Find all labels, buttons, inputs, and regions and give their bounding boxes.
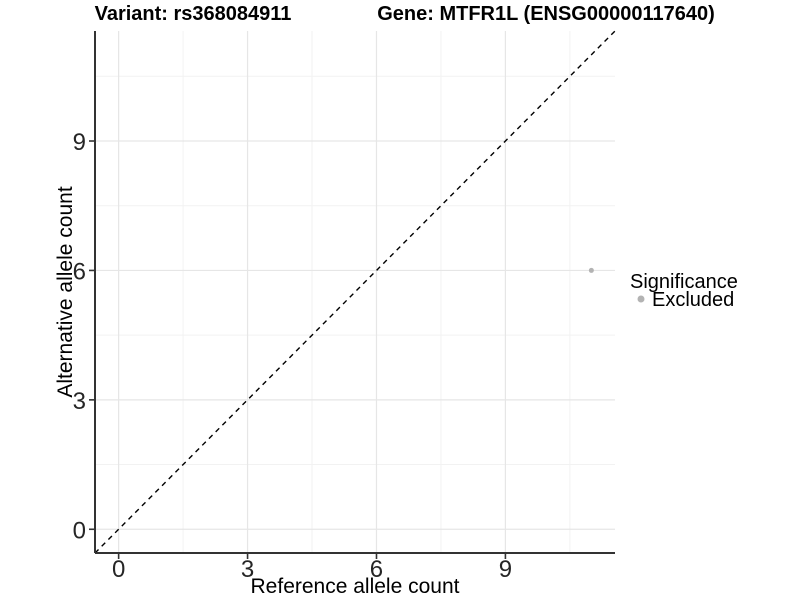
y-tick-label: 6 — [73, 258, 86, 285]
gene-title: Gene: MTFR1L (ENSG00000117640) — [377, 3, 715, 25]
data-point — [588, 267, 594, 273]
x-tick-label: 9 — [499, 556, 512, 583]
y-axis-title: Alternative allele count — [54, 186, 77, 397]
plot-panel: 0 3 6 9 0 3 6 9 — [73, 30, 616, 583]
legend-item-excluded: Excluded — [652, 289, 734, 311]
y-tick-label: 3 — [73, 388, 86, 415]
legend-title: Significance — [630, 271, 738, 293]
legend: Significance Excluded — [630, 271, 738, 311]
y-tick-label: 9 — [73, 129, 86, 156]
y-tick-label: 0 — [73, 517, 86, 544]
legend-key-dot-icon — [637, 295, 645, 303]
x-tick-label: 0 — [112, 556, 125, 583]
x-tick-label: 3 — [241, 556, 254, 583]
x-tick-label: 6 — [370, 556, 383, 583]
variant-title: Variant: rs368084911 — [95, 3, 292, 25]
identity-line — [94, 30, 616, 554]
x-axis-title: Reference allele count — [251, 575, 460, 598]
